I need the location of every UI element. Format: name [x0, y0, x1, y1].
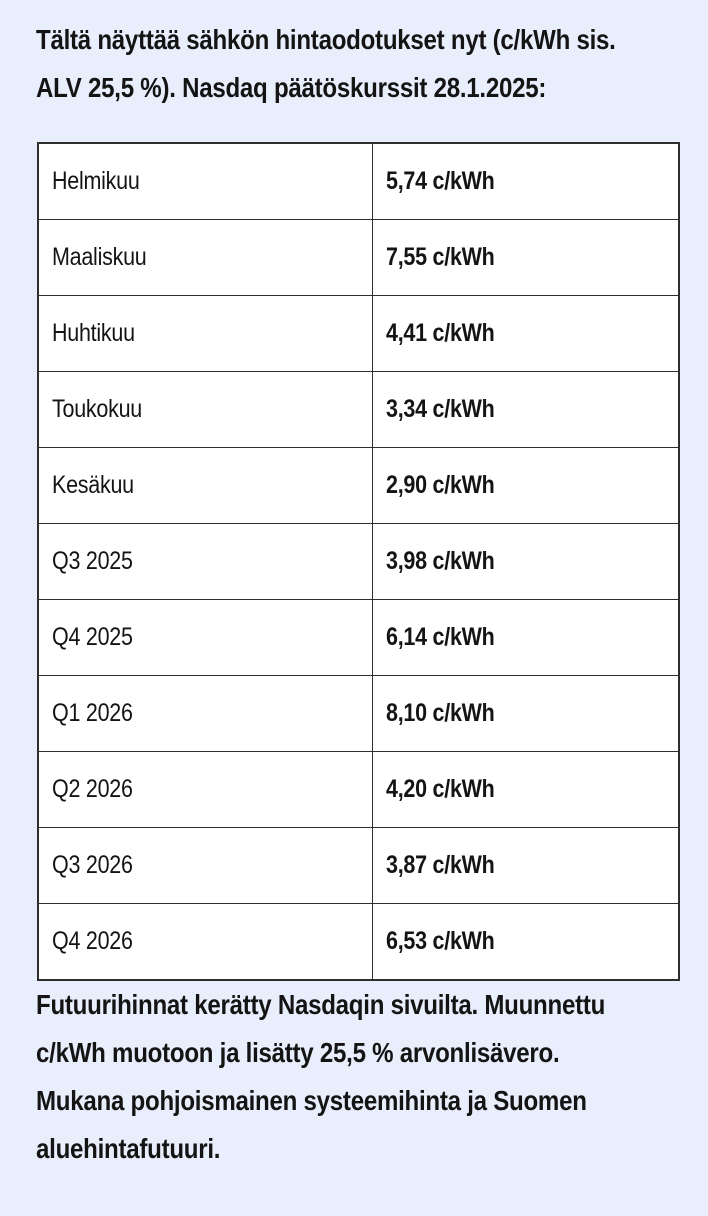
period-label: Kesäkuu — [52, 471, 134, 499]
period-cell: Q1 2026 — [37, 675, 373, 752]
price-table: Helmikuu 5,74 c/kWh Maaliskuu 7,55 c/kWh Huh… — [37, 142, 680, 981]
period-cell: Q4 2026 — [37, 903, 373, 981]
price-value: 2,90 c/kWh — [386, 471, 495, 499]
period-label: Helmikuu — [52, 167, 140, 195]
period-label: Huhtikuu — [52, 319, 135, 347]
note-line: Futuurihinnat kerätty Nasdaqin sivuilta.… — [36, 981, 708, 1029]
period-label: Q2 2026 — [52, 775, 133, 803]
page: Tältä näyttää sähkön hintaodotukset nyt … — [0, 16, 708, 1173]
price-value: 3,34 c/kWh — [386, 395, 495, 423]
intro-text: Tältä näyttää sähkön hintaodotukset nyt … — [36, 16, 708, 112]
table-row: Q4 2026 6,53 c/kWh — [37, 903, 680, 981]
price-cell: 2,90 c/kWh — [372, 447, 680, 524]
intro-line-text: ALV 25,5 %). Nasdaq päätöskurssit 28.1.2… — [36, 72, 547, 103]
period-cell: Q3 2025 — [37, 523, 373, 600]
footer-note: Futuurihinnat kerätty Nasdaqin sivuilta.… — [36, 981, 708, 1173]
price-cell: 3,34 c/kWh — [372, 371, 680, 448]
period-label: Q3 2025 — [52, 547, 133, 575]
period-label: Q1 2026 — [52, 699, 133, 727]
note-line-text: aluehintafutuuri. — [36, 1133, 221, 1164]
intro-line: Tältä näyttää sähkön hintaodotukset nyt … — [36, 16, 708, 64]
note-line-text: c/kWh muotoon ja lisätty 25,5 % arvonlis… — [36, 1037, 560, 1068]
period-cell: Maaliskuu — [37, 219, 373, 296]
note-line: c/kWh muotoon ja lisätty 25,5 % arvonlis… — [36, 1029, 708, 1077]
note-line: aluehintafutuuri. — [36, 1125, 708, 1173]
price-cell: 4,20 c/kWh — [372, 751, 680, 828]
price-value: 7,55 c/kWh — [386, 243, 495, 271]
table-row: Helmikuu 5,74 c/kWh — [37, 142, 680, 220]
period-cell: Huhtikuu — [37, 295, 373, 372]
period-label: Toukokuu — [52, 395, 142, 423]
period-cell: Helmikuu — [37, 142, 373, 220]
price-value: 5,74 c/kWh — [386, 167, 495, 195]
period-label: Q4 2026 — [52, 927, 133, 955]
price-cell: 8,10 c/kWh — [372, 675, 680, 752]
table-row: Huhtikuu 4,41 c/kWh — [37, 295, 680, 372]
price-cell: 5,74 c/kWh — [372, 142, 680, 220]
period-cell: Toukokuu — [37, 371, 373, 448]
price-cell: 3,87 c/kWh — [372, 827, 680, 904]
price-value: 3,87 c/kWh — [386, 851, 495, 879]
price-value: 3,98 c/kWh — [386, 547, 495, 575]
table-row: Kesäkuu 2,90 c/kWh — [37, 447, 680, 524]
table-row: Toukokuu 3,34 c/kWh — [37, 371, 680, 448]
table-row: Q3 2025 3,98 c/kWh — [37, 523, 680, 600]
price-cell: 7,55 c/kWh — [372, 219, 680, 296]
price-cell: 4,41 c/kWh — [372, 295, 680, 372]
intro-line-text: Tältä näyttää sähkön hintaodotukset nyt … — [36, 24, 616, 55]
price-value: 4,41 c/kWh — [386, 319, 495, 347]
table-row: Maaliskuu 7,55 c/kWh — [37, 219, 680, 296]
table-row: Q2 2026 4,20 c/kWh — [37, 751, 680, 828]
price-value: 6,14 c/kWh — [386, 623, 495, 651]
price-value: 6,53 c/kWh — [386, 927, 495, 955]
period-cell: Kesäkuu — [37, 447, 373, 524]
period-label: Maaliskuu — [52, 243, 147, 271]
period-label: Q3 2026 — [52, 851, 133, 879]
table-row: Q1 2026 8,10 c/kWh — [37, 675, 680, 752]
table-row: Q4 2025 6,14 c/kWh — [37, 599, 680, 676]
price-cell: 3,98 c/kWh — [372, 523, 680, 600]
period-cell: Q2 2026 — [37, 751, 373, 828]
price-cell: 6,53 c/kWh — [372, 903, 680, 981]
note-line-text: Futuurihinnat kerätty Nasdaqin sivuilta.… — [36, 989, 606, 1020]
price-value: 8,10 c/kWh — [386, 699, 495, 727]
period-cell: Q3 2026 — [37, 827, 373, 904]
price-value: 4,20 c/kWh — [386, 775, 495, 803]
period-cell: Q4 2025 — [37, 599, 373, 676]
intro-line: ALV 25,5 %). Nasdaq päätöskurssit 28.1.2… — [36, 64, 708, 112]
note-line: Mukana pohjoismainen systeemihinta ja Su… — [36, 1077, 708, 1125]
note-line-text: Mukana pohjoismainen systeemihinta ja Su… — [36, 1085, 587, 1116]
table-row: Q3 2026 3,87 c/kWh — [37, 827, 680, 904]
period-label: Q4 2025 — [52, 623, 133, 651]
price-cell: 6,14 c/kWh — [372, 599, 680, 676]
